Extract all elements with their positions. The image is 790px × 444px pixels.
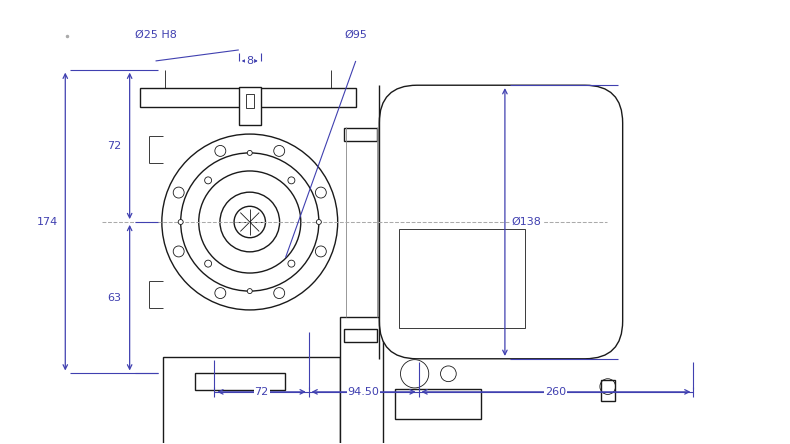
Text: Ø95: Ø95 <box>344 29 367 40</box>
Circle shape <box>173 246 184 257</box>
Text: 72: 72 <box>254 387 269 397</box>
Circle shape <box>215 288 226 298</box>
Circle shape <box>316 219 322 225</box>
Circle shape <box>179 219 183 225</box>
Circle shape <box>315 187 326 198</box>
Bar <box>340 317 383 444</box>
Bar <box>395 389 481 419</box>
Text: 63: 63 <box>107 293 121 303</box>
Circle shape <box>247 151 252 155</box>
Text: 72: 72 <box>107 141 121 151</box>
Bar <box>246 94 254 108</box>
Text: 94.50: 94.50 <box>348 387 379 397</box>
Bar <box>600 380 615 401</box>
Circle shape <box>401 360 429 388</box>
Circle shape <box>247 289 252 293</box>
Bar <box>140 88 356 107</box>
Circle shape <box>441 366 457 382</box>
Text: Ø138: Ø138 <box>512 217 542 227</box>
Circle shape <box>205 260 212 267</box>
Text: 8: 8 <box>246 56 254 66</box>
Circle shape <box>215 146 226 156</box>
Text: 260: 260 <box>545 387 566 397</box>
Bar <box>344 128 377 141</box>
Circle shape <box>205 177 212 184</box>
Bar <box>344 329 377 341</box>
Circle shape <box>288 177 295 184</box>
Bar <box>195 373 285 390</box>
Circle shape <box>315 246 326 257</box>
Text: 174: 174 <box>37 217 58 226</box>
Circle shape <box>274 288 284 298</box>
FancyBboxPatch shape <box>379 85 623 359</box>
Circle shape <box>173 187 184 198</box>
Bar <box>164 357 340 444</box>
Circle shape <box>288 260 295 267</box>
Bar <box>239 87 261 125</box>
Circle shape <box>274 146 284 156</box>
Bar <box>399 229 525 328</box>
Text: Ø25 H8: Ø25 H8 <box>134 29 176 40</box>
